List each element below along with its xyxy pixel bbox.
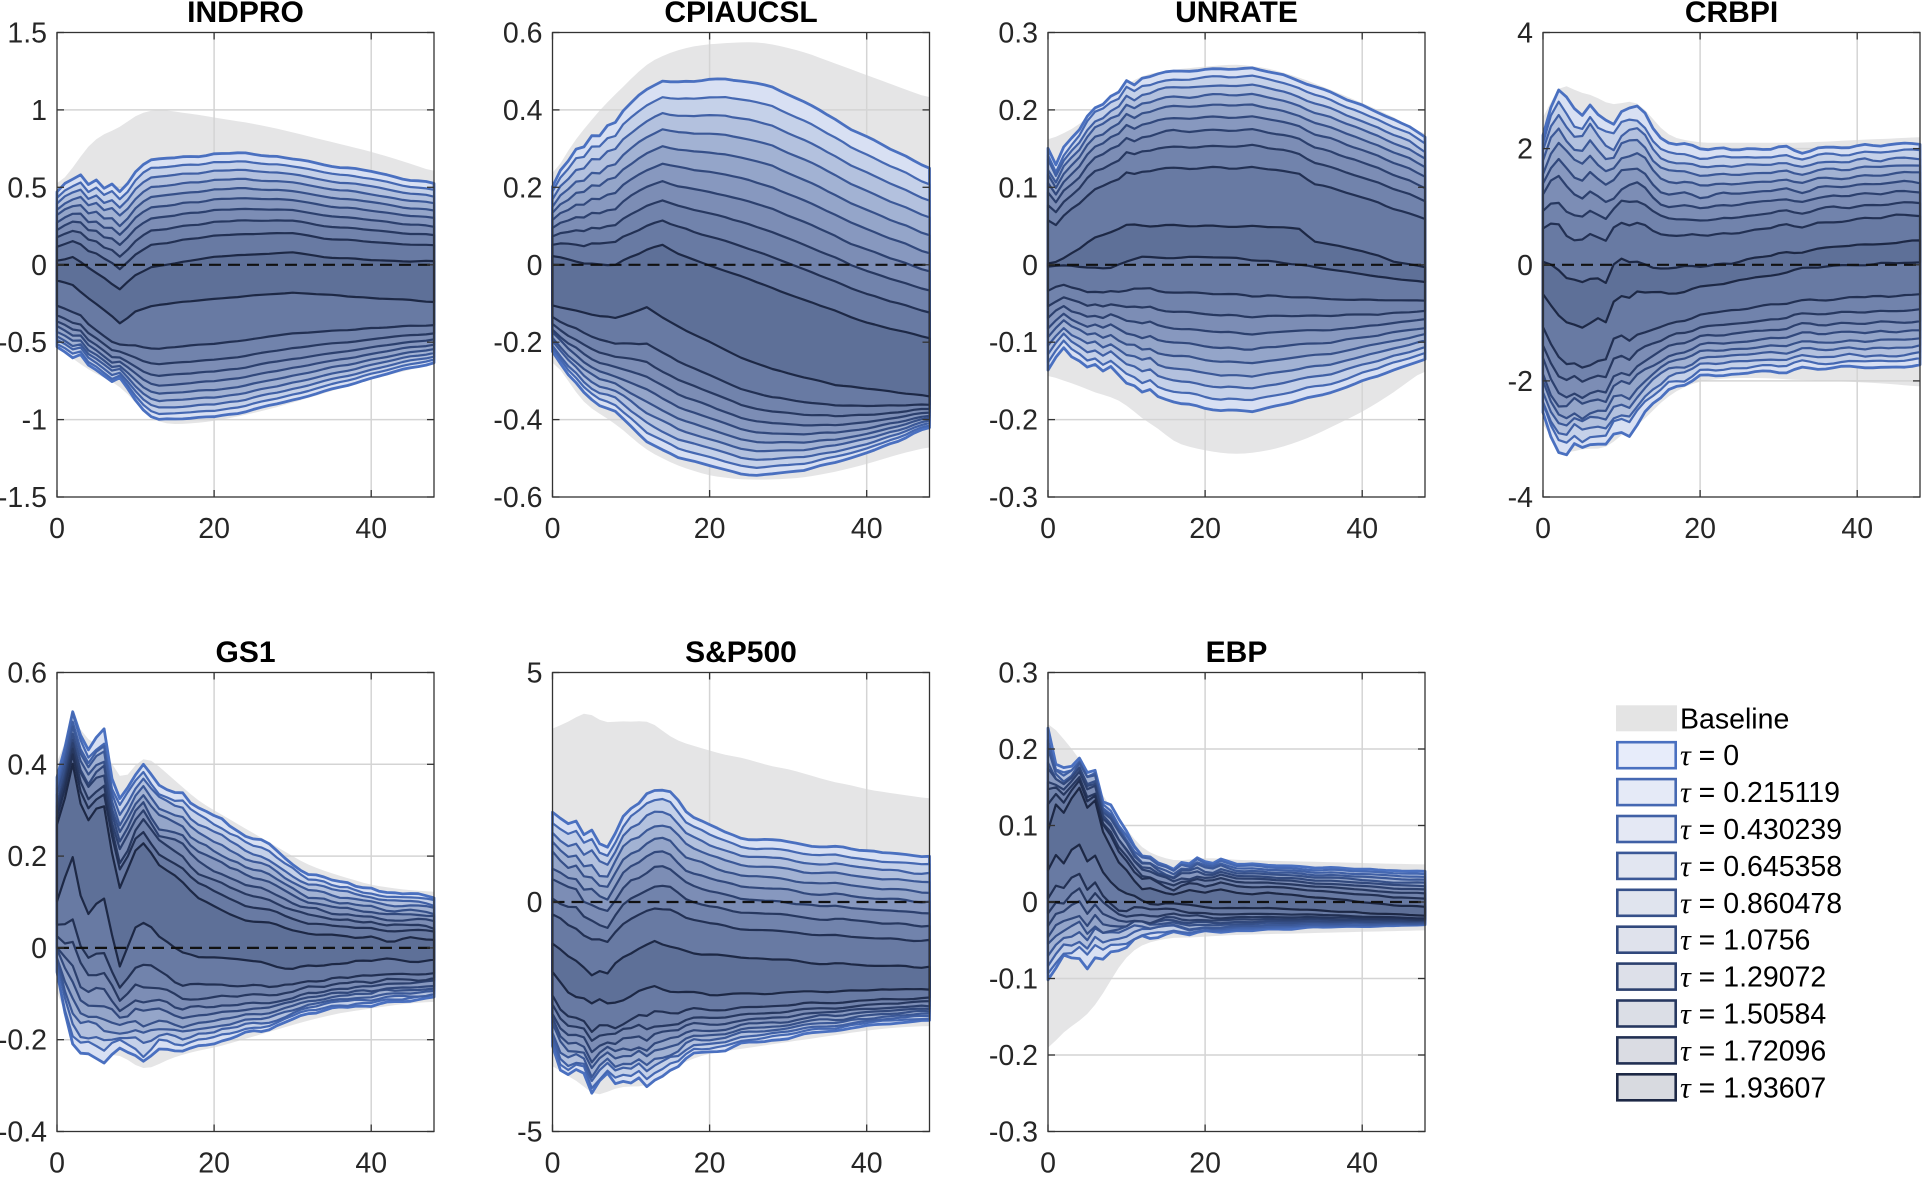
svg-text:0: 0 (49, 513, 65, 545)
svg-text:0.1: 0.1 (998, 172, 1038, 204)
svg-text:20: 20 (1189, 513, 1221, 545)
svg-text:40: 40 (1841, 513, 1873, 545)
svg-text:-0.2: -0.2 (0, 1025, 47, 1057)
svg-text:-0.2: -0.2 (493, 327, 542, 359)
svg-text:τ = 1.93607: τ = 1.93607 (1680, 1071, 1826, 1104)
svg-text:4: 4 (1517, 18, 1533, 50)
svg-text:1: 1 (31, 95, 47, 127)
svg-text:5: 5 (527, 658, 543, 690)
svg-text:CPIAUCSL: CPIAUCSL (664, 0, 817, 29)
svg-text:0.4: 0.4 (7, 749, 47, 781)
svg-text:-1.5: -1.5 (0, 482, 47, 514)
svg-text:τ = 1.29072: τ = 1.29072 (1680, 961, 1826, 994)
svg-text:τ = 0.215119: τ = 0.215119 (1680, 776, 1840, 809)
svg-text:40: 40 (355, 1148, 387, 1175)
svg-text:40: 40 (1346, 1148, 1378, 1175)
svg-text:0.2: 0.2 (503, 172, 543, 204)
svg-text:-0.1: -0.1 (989, 964, 1038, 996)
svg-text:-1: -1 (22, 405, 47, 437)
svg-text:0.3: 0.3 (998, 18, 1038, 50)
svg-text:-0.3: -0.3 (989, 482, 1038, 514)
svg-text:-0.4: -0.4 (0, 1117, 47, 1149)
svg-text:-0.2: -0.2 (989, 405, 1038, 437)
svg-text:0: 0 (545, 513, 561, 545)
svg-text:τ = 0: τ = 0 (1680, 739, 1739, 772)
svg-text:0: 0 (1022, 887, 1038, 919)
svg-text:-4: -4 (1508, 482, 1533, 514)
svg-text:τ = 1.0756: τ = 1.0756 (1680, 924, 1810, 957)
svg-text:20: 20 (1189, 1148, 1221, 1175)
svg-text:INDPRO: INDPRO (187, 0, 304, 29)
svg-text:20: 20 (1684, 513, 1716, 545)
svg-text:0.6: 0.6 (7, 658, 47, 690)
svg-text:0: 0 (1535, 513, 1551, 545)
svg-text:1.5: 1.5 (7, 18, 47, 50)
svg-text:S&P500: S&P500 (685, 636, 797, 669)
svg-text:Baseline: Baseline (1680, 703, 1789, 735)
svg-text:τ = 0.860478: τ = 0.860478 (1680, 887, 1842, 920)
svg-text:40: 40 (851, 1148, 883, 1175)
svg-text:-0.2: -0.2 (989, 1040, 1038, 1072)
svg-text:20: 20 (694, 1148, 726, 1175)
svg-text:-0.6: -0.6 (493, 482, 542, 514)
svg-text:0.4: 0.4 (503, 95, 543, 127)
svg-text:-2: -2 (1508, 366, 1533, 398)
svg-text:τ = 0.645358: τ = 0.645358 (1680, 850, 1842, 883)
svg-text:20: 20 (694, 513, 726, 545)
svg-text:40: 40 (851, 513, 883, 545)
svg-text:0: 0 (49, 1148, 65, 1175)
svg-text:-5: -5 (517, 1117, 542, 1149)
svg-text:20: 20 (198, 513, 230, 545)
svg-text:0.5: 0.5 (7, 172, 47, 204)
svg-text:-0.3: -0.3 (989, 1117, 1038, 1149)
svg-text:40: 40 (1346, 513, 1378, 545)
svg-text:0.2: 0.2 (7, 841, 47, 873)
svg-text:-0.4: -0.4 (493, 405, 542, 437)
svg-text:20: 20 (198, 1148, 230, 1175)
svg-text:τ = 1.50584: τ = 1.50584 (1680, 998, 1826, 1031)
svg-text:τ = 0.430239: τ = 0.430239 (1680, 813, 1842, 846)
svg-text:τ = 1.72096: τ = 1.72096 (1680, 1034, 1826, 1067)
svg-text:0.6: 0.6 (503, 18, 543, 50)
svg-text:0: 0 (1040, 1148, 1056, 1175)
svg-text:0: 0 (545, 1148, 561, 1175)
svg-text:0: 0 (31, 933, 47, 965)
svg-text:-0.1: -0.1 (989, 327, 1038, 359)
svg-text:2: 2 (1517, 134, 1533, 166)
svg-text:0.1: 0.1 (998, 811, 1038, 843)
svg-text:0: 0 (31, 250, 47, 282)
svg-text:CRBPI: CRBPI (1685, 0, 1778, 29)
svg-text:UNRATE: UNRATE (1175, 0, 1298, 29)
svg-text:0.2: 0.2 (998, 95, 1038, 127)
svg-text:-0.5: -0.5 (0, 327, 47, 359)
svg-text:0: 0 (527, 250, 543, 282)
svg-text:EBP: EBP (1206, 636, 1268, 669)
svg-text:GS1: GS1 (215, 636, 275, 669)
svg-text:0.3: 0.3 (998, 658, 1038, 690)
svg-text:0: 0 (1022, 250, 1038, 282)
svg-text:40: 40 (355, 513, 387, 545)
svg-text:0: 0 (527, 887, 543, 919)
svg-text:0.2: 0.2 (998, 734, 1038, 766)
svg-text:0: 0 (1517, 250, 1533, 282)
svg-text:0: 0 (1040, 513, 1056, 545)
